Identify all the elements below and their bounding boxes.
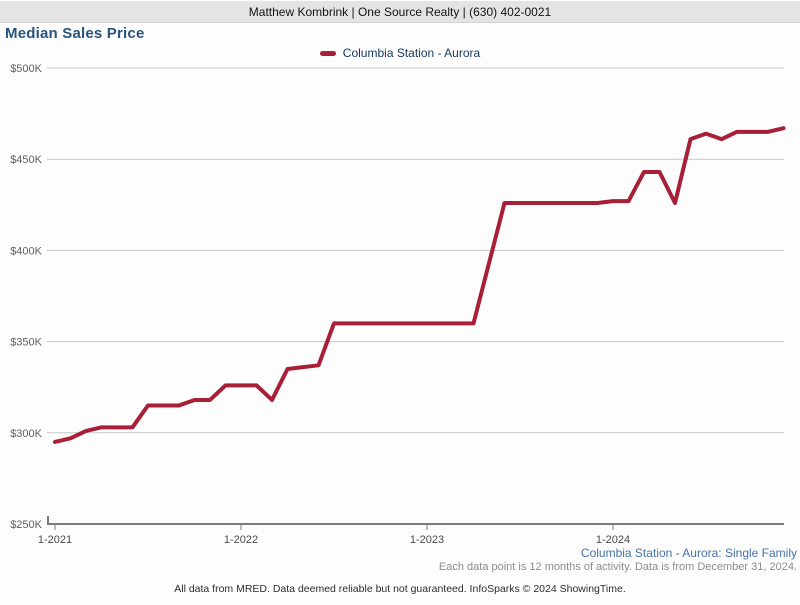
series-line-swatch-icon bbox=[319, 50, 336, 56]
x-tick-label: 1-2023 bbox=[410, 534, 444, 546]
chart-legend: Columbia Station - Aurora bbox=[0, 46, 800, 60]
x-tick-label: 1-2022 bbox=[224, 534, 258, 546]
y-tick-label: $250K bbox=[10, 519, 42, 531]
page-title: Median Sales Price bbox=[5, 25, 145, 42]
x-tick-label: 1-2021 bbox=[38, 534, 72, 546]
agent-header-bar: Matthew Kombrink | One Source Realty | (… bbox=[0, 1, 800, 23]
data-note: Each data point is 12 months of activity… bbox=[438, 561, 797, 573]
y-tick-label: $400K bbox=[10, 245, 42, 257]
series-note: Columbia Station - Aurora: Single Family bbox=[580, 546, 797, 560]
y-tick-label: $450K bbox=[10, 154, 42, 166]
price-trend-line bbox=[53, 126, 786, 444]
legend-label: Columbia Station - Aurora bbox=[342, 46, 481, 60]
disclaimer: All data from MRED. Data deemed reliable… bbox=[174, 583, 626, 595]
x-tick-label: 1-2024 bbox=[596, 534, 630, 546]
y-tick-label: $500K bbox=[10, 63, 42, 75]
y-tick-label: $300K bbox=[10, 428, 42, 440]
agent-info: Matthew Kombrink | One Source Realty | (… bbox=[248, 4, 552, 19]
y-tick-label: $350K bbox=[10, 337, 42, 349]
